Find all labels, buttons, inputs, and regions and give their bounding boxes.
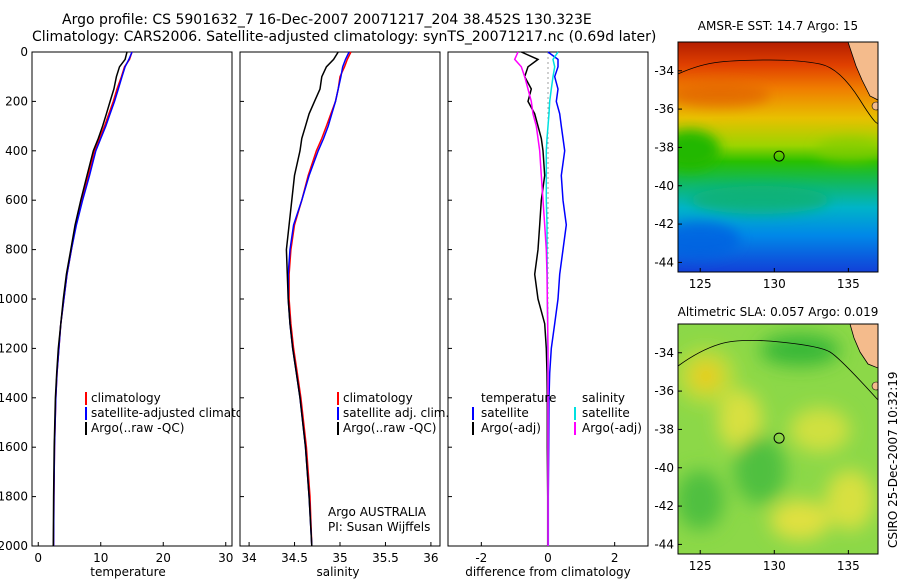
legend-label-salinity-satellite: satellite (582, 406, 630, 420)
x-tick-label: 0 (544, 551, 552, 565)
y-tick-label: 2000 (0, 539, 28, 553)
difference-legend-temperature: temperature satellite Argo(-adj) (472, 391, 556, 435)
argo-float-marker (773, 432, 785, 444)
difference-ticks: -2 0 2 (448, 51, 619, 565)
map-y-tick-label: -36 (654, 102, 674, 116)
x-tick-label: 34.5 (281, 551, 308, 565)
legend-heading-salinity: salinity (582, 391, 625, 405)
map-y-tick-label: -34 (654, 64, 674, 78)
map-y-tick-label: -44 (654, 255, 674, 269)
legend-label-climatology: climatology (91, 391, 161, 405)
difference-series (513, 51, 568, 546)
map-y-tick-label: -38 (654, 422, 674, 436)
salinity-series (285, 51, 352, 547)
salinity-xlabel: salinity (316, 565, 359, 579)
map-x-tick-label: 130 (763, 559, 786, 573)
map-y-tick-label: -42 (654, 217, 674, 231)
legend-heading-temperature: temperature (481, 391, 556, 405)
series-line-argo (52, 51, 128, 547)
figure-title-line1: Argo profile: CS 5901632_7 16-Dec-2007 2… (62, 12, 592, 28)
legend-label-salinity-argo: Argo(-adj) (582, 421, 642, 435)
series-line-argo (285, 51, 339, 547)
x-tick-label: 35 (332, 551, 347, 565)
sla-map-ticks: 125 130 135 -34 -36 -38 -40 -42 -44 (654, 346, 859, 573)
salinity-panel: 34 34.5 35 35.5 36 salinity climatology sate… (239, 51, 449, 579)
sla-map-field (678, 324, 878, 554)
map-y-tick-label: -34 (654, 346, 674, 360)
x-tick-label: 0 (34, 551, 42, 565)
sst-map-ticks: 125 130 135 -34 -36 -38 -40 -42 -44 (654, 64, 859, 291)
map-x-tick-label: 125 (689, 559, 712, 573)
x-tick-label: -2 (475, 551, 487, 565)
legend-label-satellite: satellite adj. clim. (343, 406, 449, 420)
y-tick-label: 600 (5, 193, 28, 207)
salinity-annotation-line1: Argo AUSTRALIA (328, 505, 427, 519)
difference-panel: -2 0 2 difference from climatology tempera… (447, 51, 649, 579)
map-x-tick-label: 125 (689, 277, 712, 291)
argo-float-marker (773, 150, 785, 162)
map-x-tick-label: 135 (837, 277, 860, 291)
difference-legend-salinity: salinity satellite Argo(-adj) (574, 391, 642, 435)
temperature-axes-frame (31, 51, 233, 547)
sla-map-title: Altimetric SLA: 0.057 Argo: 0.019 (678, 305, 879, 319)
sst-map-panel: AMSR-E SST: 14.7 Argo: 15 125 130 135 -34 -3… (654, 19, 879, 291)
x-tick-label: 30 (218, 551, 233, 565)
figure-title-line2: Climatology: CARS2006. Satellite-adjuste… (32, 29, 657, 45)
y-tick-label: 1800 (0, 490, 28, 504)
x-tick-label: 10 (93, 551, 108, 565)
y-tick-label: 200 (5, 94, 28, 108)
sla-map-frame (677, 323, 879, 555)
x-tick-label: 36 (423, 551, 438, 565)
x-tick-label: 2 (611, 551, 619, 565)
legend-label-temperature-argo: Argo(-adj) (481, 421, 541, 435)
series-line-temperature-satellite (547, 51, 568, 546)
legend-label-climatology: climatology (343, 391, 413, 405)
series-line-salinity-argo (513, 51, 549, 546)
temperature-xlabel: temperature (90, 565, 165, 579)
legend-label-satellite: satellite-adjusted climatology (91, 406, 269, 420)
y-tick-label: 800 (5, 243, 28, 257)
sla-map-panel: Altimetric SLA: 0.057 Argo: 0.019 125 130… (654, 305, 879, 573)
temperature-series (52, 51, 133, 547)
y-tick-label: 400 (5, 144, 28, 158)
x-tick-label: 35.5 (372, 551, 399, 565)
temperature-panel: 0 10 20 30 0 200 400 600 800 1000 1200 1400 1600 1800… (0, 45, 269, 579)
x-tick-label: 34 (241, 551, 256, 565)
legend-label-argo: Argo(..raw -QC) (343, 421, 436, 435)
y-tick-label: 1600 (0, 440, 28, 454)
legend-label-argo: Argo(..raw -QC) (91, 421, 184, 435)
map-x-tick-label: 130 (763, 277, 786, 291)
y-tick-label: 1400 (0, 391, 28, 405)
series-line-temperature-argo (520, 51, 549, 546)
salinity-axes-frame (239, 51, 441, 547)
salinity-legend: climatology satellite adj. clim. Argo(..… (337, 391, 449, 435)
sst-map-frame (677, 41, 879, 273)
salinity-annotation-line2: PI: Susan Wijffels (328, 520, 430, 534)
y-tick-label: 1200 (0, 341, 28, 355)
y-tick-label: 1000 (0, 292, 28, 306)
y-tick-label: 0 (20, 45, 28, 59)
sst-map-title: AMSR-E SST: 14.7 Argo: 15 (698, 19, 858, 33)
sst-map-field (678, 42, 878, 272)
salinity-ticks: 34 34.5 35 35.5 36 (240, 51, 439, 565)
map-y-tick-label: -40 (654, 461, 674, 475)
temperature-ticks: 0 10 20 30 0 200 400 600 800 1000 1200 1400 1600 1800… (0, 45, 233, 565)
map-y-tick-label: -36 (654, 384, 674, 398)
x-tick-label: 20 (156, 551, 171, 565)
map-y-tick-label: -44 (654, 537, 674, 551)
map-x-tick-label: 135 (837, 559, 860, 573)
temperature-legend: climatology satellite-adjusted climatolo… (85, 391, 269, 435)
map-y-tick-label: -38 (654, 140, 674, 154)
legend-label-temperature-satellite: satellite (481, 406, 529, 420)
difference-xlabel: difference from climatology (465, 565, 631, 579)
map-y-tick-label: -42 (654, 499, 674, 513)
map-y-tick-label: -40 (654, 179, 674, 193)
